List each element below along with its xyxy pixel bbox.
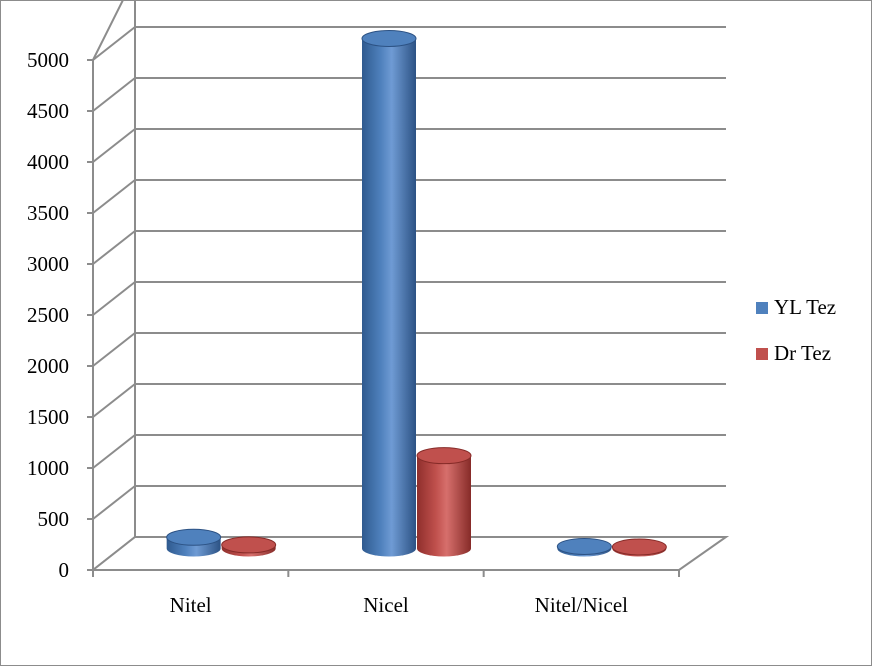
y-tick-label: 1000 [27,456,69,480]
side-wall-gridline [92,179,136,214]
bar-cylinder [166,528,222,557]
y-tick-label: 1500 [27,405,69,429]
x-axis-categories: Nitel Nicel Nitel/Nicel [92,570,680,617]
x-category-label: Nitel/Nicel [535,593,628,617]
y-tick-label: 500 [38,507,70,531]
side-wall-gridline [92,0,125,61]
bar-cylinder [361,30,417,557]
x-category-label: Nicel [363,593,409,617]
side-wall-gridline [92,77,136,112]
legend-label: Dr Tez [774,341,831,365]
side-wall-gridline [92,434,136,469]
x-category-label: Nitel [170,593,212,617]
side-wall-gridline [92,128,136,163]
bar-top [416,447,472,465]
y-tick-label: 4000 [27,150,69,174]
y-tick-label: 3000 [27,252,69,276]
bar-cylinder [611,538,667,557]
side-wall-gridline [92,230,136,265]
bar-top [611,538,667,556]
bar-body [417,455,471,557]
y-tick-label: 0 [59,558,70,582]
bar-cylinder [221,536,277,557]
bar-cylinder [416,447,472,557]
legend-label: YL Tez [774,295,836,319]
legend-swatch [756,348,768,360]
bar-top [556,537,612,555]
y-tick-label: 3500 [27,201,69,225]
legend: YL Tez Dr Tez [756,295,836,365]
side-wall-gridline [92,383,136,418]
bar-top [166,528,222,546]
bar-top [361,30,417,47]
side-wall-gridline [92,281,136,316]
y-tick-label: 2500 [27,303,69,327]
bar-cylinder [556,537,612,557]
side-wall-gridline [92,485,136,520]
y-tick-label: 4500 [27,99,69,123]
side-wall-gridline [92,332,136,367]
y-axis-ticks: 0 500 1000 1500 2000 2500 3000 3500 4000 4500 5000 [27,48,93,582]
legend-swatch [756,302,768,314]
bar-body [362,38,416,557]
side-wall-gridline [92,26,136,61]
bar-top [221,536,277,554]
bar-series [166,30,667,557]
y-tick-label: 5000 [27,48,69,72]
y-tick-label: 2000 [27,354,69,378]
